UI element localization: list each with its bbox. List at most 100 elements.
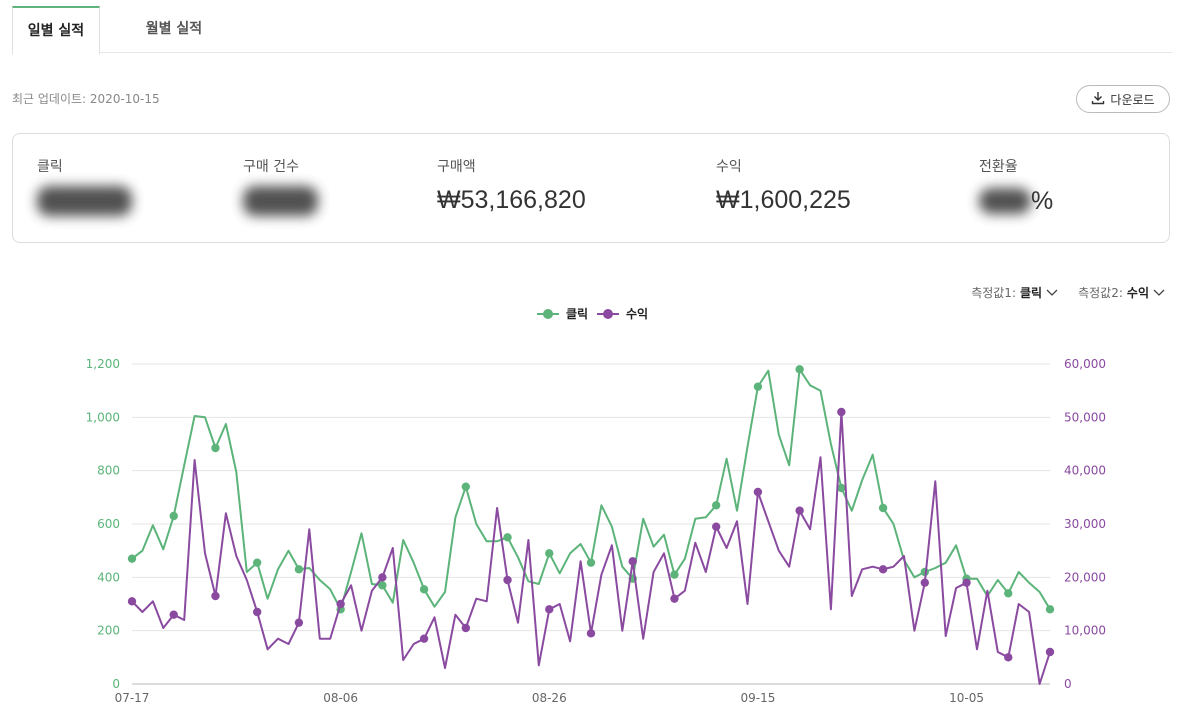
data-point [127,597,137,606]
legend-marker-clicks [543,309,553,319]
data-point [795,506,804,515]
metric-label: 전환율 [979,159,1018,175]
data-point [336,599,345,609]
x-tick-label: 07-17 [115,691,150,705]
data-point [753,487,763,497]
y-left-tick-label: 1,200 [86,357,120,371]
legend-label-revenue: 수익 [626,307,648,321]
data-point [753,382,763,391]
y-left-tick-label: 600 [97,517,120,531]
download-label: 다운로드 [1110,92,1155,107]
tab-bar: 일별 실적 월별 실적 [12,6,1172,55]
measure2-label: 측정값2: [1078,286,1123,300]
data-point [586,558,596,567]
data-point [670,594,679,603]
data-point [920,578,930,587]
download-button[interactable]: 다운로드 [1076,85,1170,113]
data-point [628,557,637,566]
data-point [461,482,471,491]
tab-daily[interactable]: 일별 실적 [12,6,100,55]
y-left-tick-label: 0 [112,677,120,691]
y-right-tick-label: 50,000 [1064,410,1106,424]
metric-clicks: 클릭 [37,156,132,216]
data-point [878,565,888,574]
metric-value: ₩1,600,225 [716,186,851,214]
data-point [503,575,512,585]
x-tick-label: 08-26 [532,691,567,705]
data-point [294,565,304,574]
summary-panel: 클릭 구매 건수 구매액 ₩53,166,820 수익 ₩1,600,225 전… [12,133,1170,243]
download-icon [1091,91,1105,108]
metric-unit: % [1031,186,1054,215]
data-point [419,634,429,643]
metric-revenue: 수익 ₩1,600,225 [716,156,851,216]
x-tick-label: 08-06 [323,691,358,705]
data-point [1004,653,1013,662]
chart-legend: 클릭 수익 [537,307,648,321]
data-point [1045,647,1055,657]
measure1-label: 측정값1: [971,286,1016,300]
data-point [378,581,387,590]
data-point [419,585,429,594]
data-point [711,501,721,510]
data-point [169,511,178,521]
y-right-tick-label: 60,000 [1064,357,1106,371]
data-point [294,618,304,627]
legend-label-clicks: 클릭 [566,307,588,321]
y-right-tick-label: 20,000 [1064,570,1106,584]
metric-label: 구매액 [437,159,476,175]
data-point [503,533,512,542]
daily-chart: 0 0 200 10,000 400 20,000 600 30,000 800 40,000 1,… [86,307,1106,705]
x-tick-label: 10-05 [949,691,984,705]
data-point [545,549,554,558]
chevron-down-icon [1046,286,1058,300]
data-point [211,591,220,601]
data-point [1045,605,1055,614]
data-point [252,607,262,617]
metric-conversion: 전환율 % [979,156,1053,216]
data-point [962,578,971,587]
metric-label: 수익 [716,159,742,175]
y-right-tick-label: 40,000 [1064,464,1106,478]
data-point [252,558,262,567]
y-right-tick-label: 0 [1064,677,1072,691]
y-left-tick-label: 800 [97,464,120,478]
data-point [837,483,846,493]
tab-monthly[interactable]: 월별 실적 [145,21,203,37]
data-point [1004,589,1013,598]
metric-label: 구매 건수 [243,159,299,175]
data-point [711,522,721,531]
data-point [127,554,137,563]
data-point [461,623,471,633]
y-right-tick-label: 10,000 [1064,624,1106,638]
measure2-value: 수익 [1126,286,1149,300]
metric-purchase-amount: 구매액 ₩53,166,820 [437,156,586,216]
series-line-clicks [131,368,1051,611]
data-point [795,365,804,374]
metric-value-redacted [37,186,132,216]
series-line-revenue [131,411,1051,685]
legend-marker-revenue [603,309,613,319]
metric-purchases: 구매 건수 [243,156,318,216]
measure2-dropdown[interactable]: 측정값2: 수익 [1078,284,1165,301]
y-left-tick-label: 200 [97,624,120,638]
measure-controls: 측정값1: 클릭 측정값2: 수익 [971,284,1165,301]
measure1-dropdown[interactable]: 측정값1: 클릭 [971,284,1058,301]
data-point [878,503,888,513]
chevron-down-icon [1153,286,1165,300]
last-update-text: 최근 업데이트: 2020-10-15 [12,92,160,106]
data-point [211,443,220,453]
y-left-tick-label: 1,000 [86,410,120,424]
measure1-value: 클릭 [1020,286,1043,300]
metric-value: ₩53,166,820 [437,186,586,214]
x-tick-label: 09-15 [740,691,775,705]
metric-value: % [979,186,1053,216]
data-point [545,605,554,614]
metric-label: 클릭 [37,159,63,175]
data-point [586,629,596,638]
metric-value-redacted [243,186,318,216]
y-right-tick-label: 30,000 [1064,517,1106,531]
data-point [837,407,846,417]
data-point [378,573,387,582]
y-left-tick-label: 400 [97,570,120,584]
